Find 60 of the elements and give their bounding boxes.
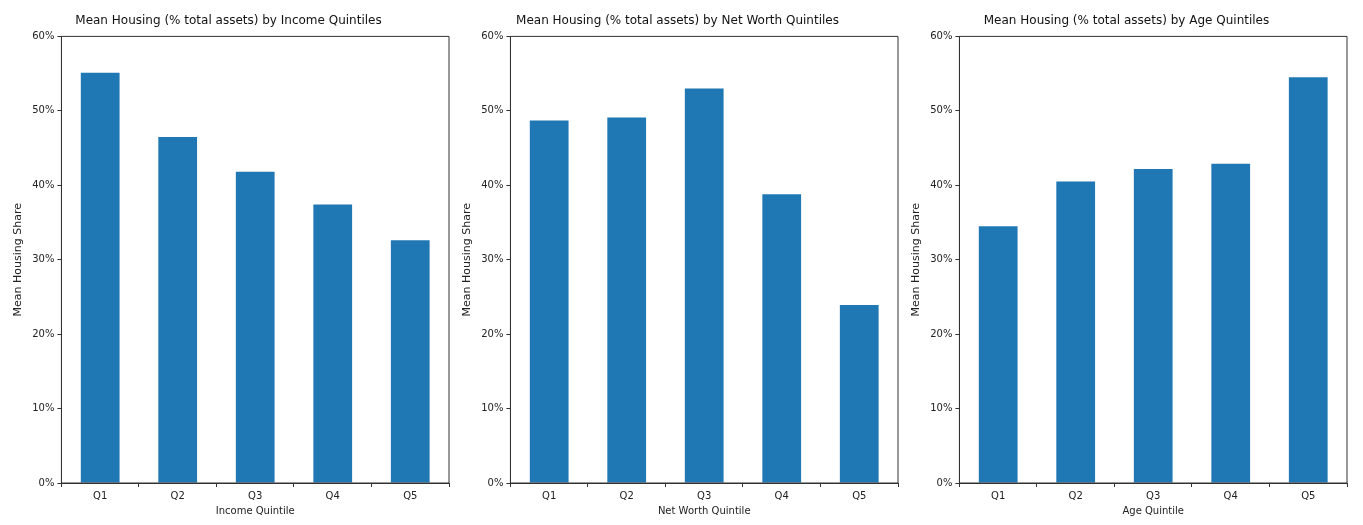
y-tick-label: 50% [930, 104, 953, 116]
y-tick-label: 60% [481, 29, 504, 41]
x-tick-label: Q4 [774, 489, 789, 501]
x-tick-label: Q2 [170, 489, 185, 501]
x-tick-label: Q4 [325, 489, 340, 501]
x-axis-title: Income Quintile [215, 504, 295, 516]
bar [235, 171, 275, 483]
y-tick-label: 20% [481, 327, 504, 339]
x-axis-title: Age Quintile [1122, 504, 1184, 516]
bar [839, 305, 879, 483]
y-tick-label: 10% [481, 402, 504, 414]
y-axis-title: Mean Housing Share [909, 202, 923, 317]
y-tick-label: 40% [32, 178, 55, 190]
bar [313, 204, 353, 483]
y-tick-label: 50% [32, 104, 55, 116]
chart-title: Mean Housing (% total assets) by Income Quintiles [75, 13, 382, 28]
chart-title: Mean Housing (% total assets) by Age Quintiles [983, 13, 1270, 28]
x-tick-label: Q1 [93, 489, 108, 501]
x-tick-label: Q3 [1146, 489, 1161, 501]
x-tick-label: Q3 [248, 489, 263, 501]
x-tick-label: Q2 [619, 489, 634, 501]
y-tick-label: 20% [32, 327, 55, 339]
y-tick-label: 10% [32, 402, 55, 414]
bar [978, 226, 1018, 483]
y-tick-label: 50% [481, 104, 504, 116]
bar [390, 240, 430, 483]
bar [529, 120, 569, 483]
bar [684, 88, 724, 483]
y-tick-label: 0% [936, 476, 953, 488]
bar [1288, 77, 1328, 483]
bar [1056, 181, 1096, 483]
bar [158, 136, 198, 483]
x-tick-label: Q5 [403, 489, 418, 501]
x-tick-label: Q2 [1068, 489, 1083, 501]
y-tick-label: 0% [38, 476, 55, 488]
y-axis-title: Mean Housing Share [11, 202, 25, 317]
x-tick-label: Q3 [697, 489, 712, 501]
bar [1133, 168, 1173, 483]
chart-title: Mean Housing (% total assets) by Net Worth Quintiles [516, 13, 839, 28]
y-tick-label: 30% [481, 253, 504, 265]
y-tick-label: 40% [481, 178, 504, 190]
y-axis-title: Mean Housing Share [460, 202, 474, 317]
y-tick-label: 0% [487, 476, 504, 488]
x-tick-label: Q1 [991, 489, 1006, 501]
bar [607, 117, 647, 483]
y-tick-label: 20% [930, 327, 953, 339]
y-tick-label: 60% [930, 29, 953, 41]
x-tick-label: Q5 [852, 489, 867, 501]
y-tick-label: 30% [930, 253, 953, 265]
bar [1211, 163, 1251, 483]
x-tick-label: Q1 [542, 489, 557, 501]
y-tick-label: 40% [930, 178, 953, 190]
bar [80, 72, 120, 483]
y-tick-label: 10% [930, 402, 953, 414]
y-tick-label: 60% [32, 29, 55, 41]
x-tick-label: Q5 [1301, 489, 1316, 501]
x-tick-label: Q4 [1223, 489, 1238, 501]
y-tick-label: 30% [32, 253, 55, 265]
bar [762, 194, 802, 483]
x-axis-title: Net Worth Quintile [657, 504, 751, 516]
